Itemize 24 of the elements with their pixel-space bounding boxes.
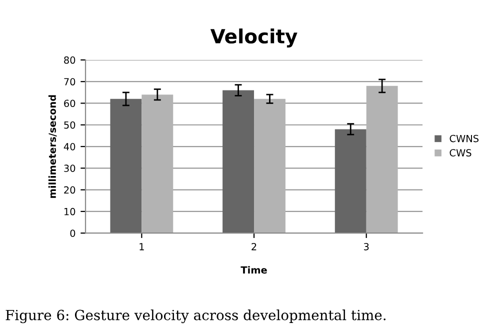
legend-label: CWS xyxy=(450,149,472,156)
y-tick-label: 80 xyxy=(64,56,76,64)
y-tick-label: 50 xyxy=(64,121,76,129)
legend-label: CWNS xyxy=(450,134,479,142)
y-tick-label: 30 xyxy=(64,164,76,172)
y-axis-title: millimeters/second xyxy=(48,95,57,198)
bar xyxy=(110,98,142,234)
y-tick-label: 40 xyxy=(64,143,76,150)
y-tick-label: 60 xyxy=(64,100,76,108)
bar xyxy=(334,129,366,234)
x-axis-title: Time xyxy=(240,266,267,274)
y-tick-label: 20 xyxy=(64,186,76,194)
chart-title: Velocity xyxy=(210,28,298,48)
x-tick-label: 3 xyxy=(364,242,369,250)
y-tick-label: 70 xyxy=(64,78,76,86)
y-tick-label: 0 xyxy=(70,230,76,237)
bar xyxy=(366,86,398,234)
bar xyxy=(254,98,286,234)
y-tick-label: 10 xyxy=(64,208,76,216)
bar xyxy=(142,94,174,234)
caption: Figure 6: Gesture velocity across developmental time. xyxy=(6,310,386,324)
x-tick-label: 2 xyxy=(252,242,256,250)
bar xyxy=(222,90,254,234)
x-tick-label: 1 xyxy=(140,243,144,250)
